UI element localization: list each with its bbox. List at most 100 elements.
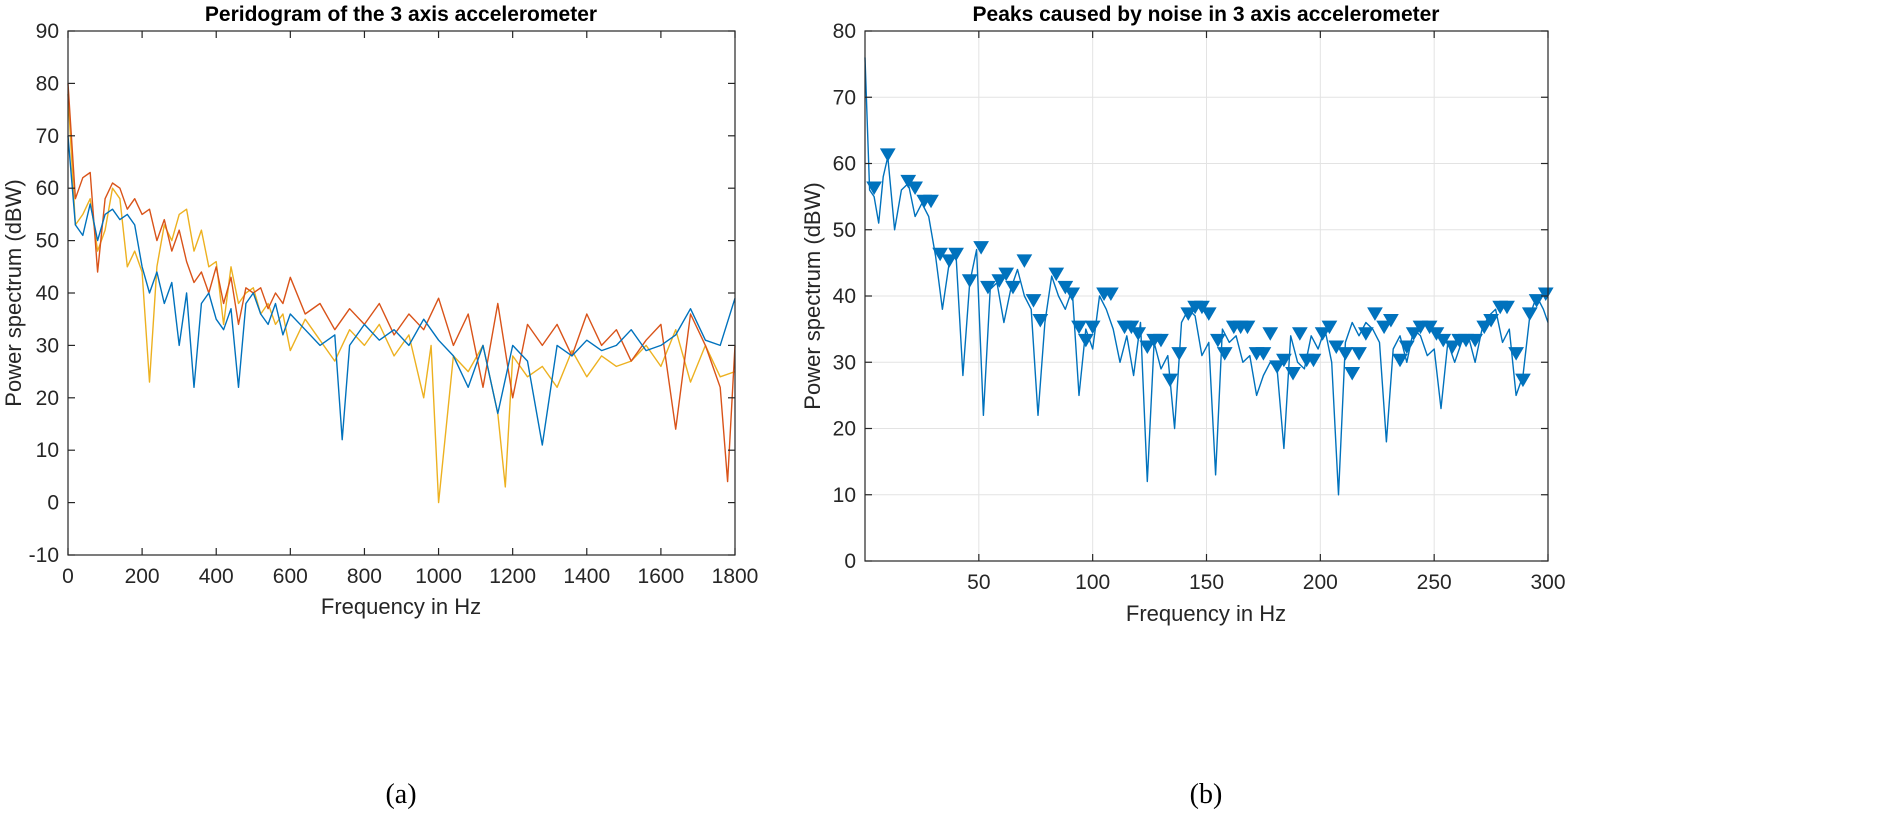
chart-b-peak-marker: [1521, 307, 1538, 321]
chart-b-peak-marker: [1305, 353, 1322, 368]
chart-a-ytick-label: 70: [36, 125, 59, 148]
chart-b-peak-marker: [941, 254, 958, 268]
chart-b-xtick-label: 150: [1189, 571, 1224, 594]
chart-a-series-z-axis: [67, 93, 736, 504]
chart-b-peak-marker: [907, 181, 923, 195]
chart-b-peak-marker: [1180, 307, 1197, 321]
chart-b-xlabel: Frequency in Hz: [1126, 601, 1286, 626]
chart-b-peak-marker: [1103, 287, 1119, 301]
chart-b-peak-marker: [1405, 327, 1422, 341]
chart-b-peak-marker: [1200, 307, 1217, 321]
chart-b-peak-marker: [1239, 320, 1256, 335]
chart-a-xtick-label: 800: [347, 565, 382, 588]
chart-b-peak-marker: [1421, 320, 1438, 335]
chart-b-peak-marker: [1048, 267, 1065, 282]
chart-b-peak-marker: [1537, 287, 1554, 301]
chart-a: Peridogram of the 3 axis accelerometer 0…: [1, 3, 758, 810]
chart-b-peak-marker: [1057, 280, 1074, 295]
chart-b-peak-marker: [1153, 333, 1169, 348]
chart-b-xtick-label: 100: [1075, 571, 1110, 594]
chart-a-xlabel: Frequency in Hz: [321, 594, 481, 619]
chart-b-peak-marker: [1016, 254, 1033, 268]
chart-b-ytick-label: 80: [833, 20, 856, 43]
chart-b-title: Peaks caused by noise in 3 axis accelero…: [973, 3, 1440, 26]
chart-b-peak-marker: [879, 148, 896, 162]
chart-b-peak-marker: [1476, 320, 1493, 335]
chart-a-ytick-label: 80: [36, 72, 59, 95]
chart-b-peak-marker: [1314, 327, 1331, 341]
chart-b-peak-marker: [1435, 333, 1452, 348]
chart-a-ytick-label: 90: [36, 20, 59, 43]
chart-a-ytick-label: 60: [36, 177, 59, 200]
chart-b-peak-marker: [1064, 287, 1081, 301]
chart-b-peak-marker: [1025, 294, 1042, 308]
chart-b-peak-marker: [1321, 320, 1338, 335]
chart-b-peak-marker: [1392, 353, 1408, 368]
chart-a-ylabel: Power spectrum (dBW): [1, 179, 26, 406]
chart-a-xtick-label: 400: [199, 565, 234, 588]
chart-a-ytick-label: 40: [36, 282, 59, 305]
chart-a-title: Peridogram of the 3 axis accelerometer: [205, 3, 597, 26]
chart-b-peak-marker: [1444, 340, 1461, 354]
chart-b-peak-marker: [1071, 320, 1087, 335]
chart-b-peak-marker: [1344, 367, 1361, 381]
chart-b-ytick-label: 30: [833, 351, 856, 374]
chart-a-ytick-label: 0: [47, 492, 59, 515]
chart-b-peak-marker: [1483, 314, 1499, 328]
chart-b-peak-marker: [1123, 320, 1140, 335]
chart-a-xtick-label: 0: [62, 565, 74, 588]
chart-b-peak-marker: [1139, 340, 1156, 354]
chart-b-peak-marker: [1255, 347, 1272, 361]
chart-b-peak-marker: [1032, 314, 1049, 328]
chart-b-peak-marker: [1210, 333, 1226, 348]
chart-b-peak-marker: [1428, 327, 1445, 341]
chart-b-peak-marker: [1194, 300, 1210, 315]
chart-b-peak-marker: [1171, 347, 1188, 361]
chart-b-peak-marker: [1351, 347, 1367, 361]
chart-a-xtick-label: 1800: [712, 565, 759, 588]
chart-b-ytick-label: 10: [833, 484, 856, 507]
chart-b-peak-marker: [1269, 360, 1285, 374]
chart-b-ytick-label: 50: [833, 219, 856, 242]
chart-a-xtick-label: 1200: [489, 565, 536, 588]
chart-b-peak-marker: [1398, 340, 1415, 354]
chart-a-xtick-label: 1000: [415, 565, 462, 588]
chart-b-peak-marker: [1499, 300, 1515, 315]
chart-b-peak-marker: [961, 274, 978, 288]
chart-a-series-x-axis: [67, 135, 736, 446]
chart-b-peak-marker: [998, 267, 1015, 282]
chart-b-peak-marker: [1328, 340, 1345, 354]
chart-a-xtick-label: 1600: [638, 565, 685, 588]
chart-b-peak-marker: [1383, 314, 1399, 328]
chart-b-peak-marker: [1084, 320, 1101, 335]
chart-b-peak-marker: [1262, 327, 1279, 341]
chart-b-ytick-label: 40: [833, 285, 856, 308]
chart-b-peak-marker: [1276, 353, 1292, 368]
chart-b-xtick-label: 200: [1303, 571, 1338, 594]
chart-b-peak-marker: [973, 241, 989, 255]
chart-b-xtick-label: 250: [1417, 571, 1452, 594]
chart-a-xtick-label: 600: [273, 565, 308, 588]
chart-b-ytick-label: 0: [844, 550, 856, 573]
chart-b: Peaks caused by noise in 3 axis accelero…: [800, 3, 1566, 810]
chart-b-peak-marker: [1337, 347, 1354, 361]
chart-b-peak-marker: [866, 181, 882, 195]
chart-b-ytick-label: 60: [833, 153, 856, 176]
chart-a-xtick-label: 1400: [563, 565, 610, 588]
chart-b-peak-marker: [1515, 373, 1531, 388]
chart-b-peak-marker: [1508, 347, 1525, 361]
chart-a-xtick-label: 200: [125, 565, 160, 588]
chart-b-peak-marker: [1367, 307, 1383, 321]
chart-b-peak-marker: [1291, 327, 1308, 341]
chart-b-peak-marker: [980, 280, 996, 295]
panel-b-caption: (b): [1190, 779, 1223, 810]
chart-a-ytick-label: 20: [36, 387, 59, 410]
chart-b-peak-marker: [991, 274, 1008, 288]
chart-b-peak-marker: [1357, 327, 1374, 341]
chart-b-peak-marker: [932, 247, 949, 262]
chart-a-ytick-label: 30: [36, 334, 59, 357]
chart-b-peak-marker: [1285, 367, 1301, 381]
chart-b-peak-marker: [1005, 280, 1021, 295]
chart-b-ytick-label: 70: [833, 86, 856, 109]
